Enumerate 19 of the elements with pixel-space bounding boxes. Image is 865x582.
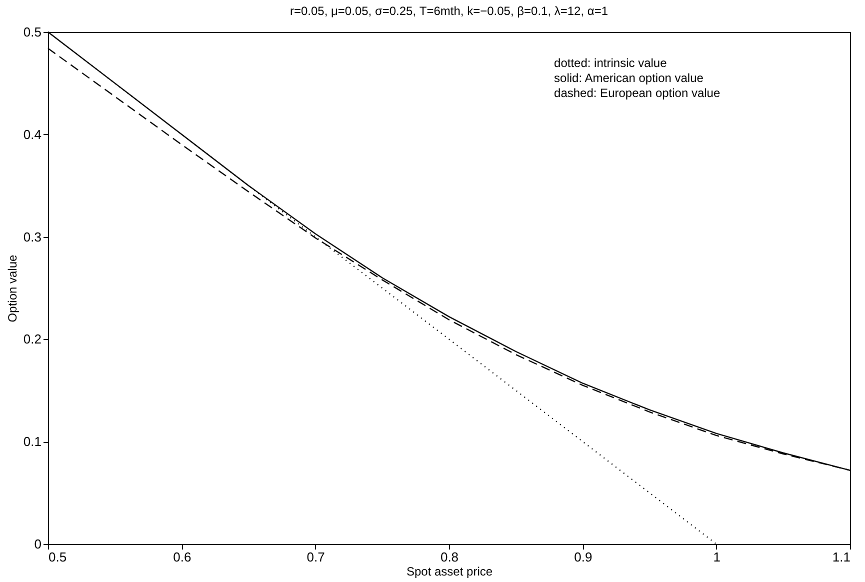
- x-tick-label: 0.7: [306, 550, 325, 564]
- annotation: dashed: European option value: [554, 86, 720, 100]
- annotation: dotted: intrinsic value: [554, 56, 668, 70]
- y-tick-label: 0: [34, 536, 42, 552]
- x-tick-label: 0.5: [48, 550, 67, 564]
- y-tick-label: 0.2: [23, 332, 42, 347]
- y-tick-label: 0.1: [23, 434, 42, 450]
- y-tick-label: 0.3: [23, 229, 42, 244]
- y-tick-label: 0.5: [23, 24, 42, 40]
- x-tick-label: 0.8: [440, 550, 459, 564]
- x-tick-label: 0.9: [574, 550, 592, 564]
- y-axis-title: Option value: [5, 254, 20, 322]
- chart-title: r=0.05, μ=0.05, σ=0.25, T=6mth, k=−0.05, β=0.1, λ=12, α=1: [290, 4, 608, 18]
- x-tick-label: 0.6: [173, 550, 192, 564]
- x-tick-label: 1: [713, 550, 720, 564]
- annotation: solid: American option value: [554, 71, 704, 86]
- x-tick-label: 1.1: [832, 550, 850, 564]
- x-axis-title: Spot asset price: [406, 564, 493, 578]
- y-tick-label: 0.4: [23, 126, 42, 142]
